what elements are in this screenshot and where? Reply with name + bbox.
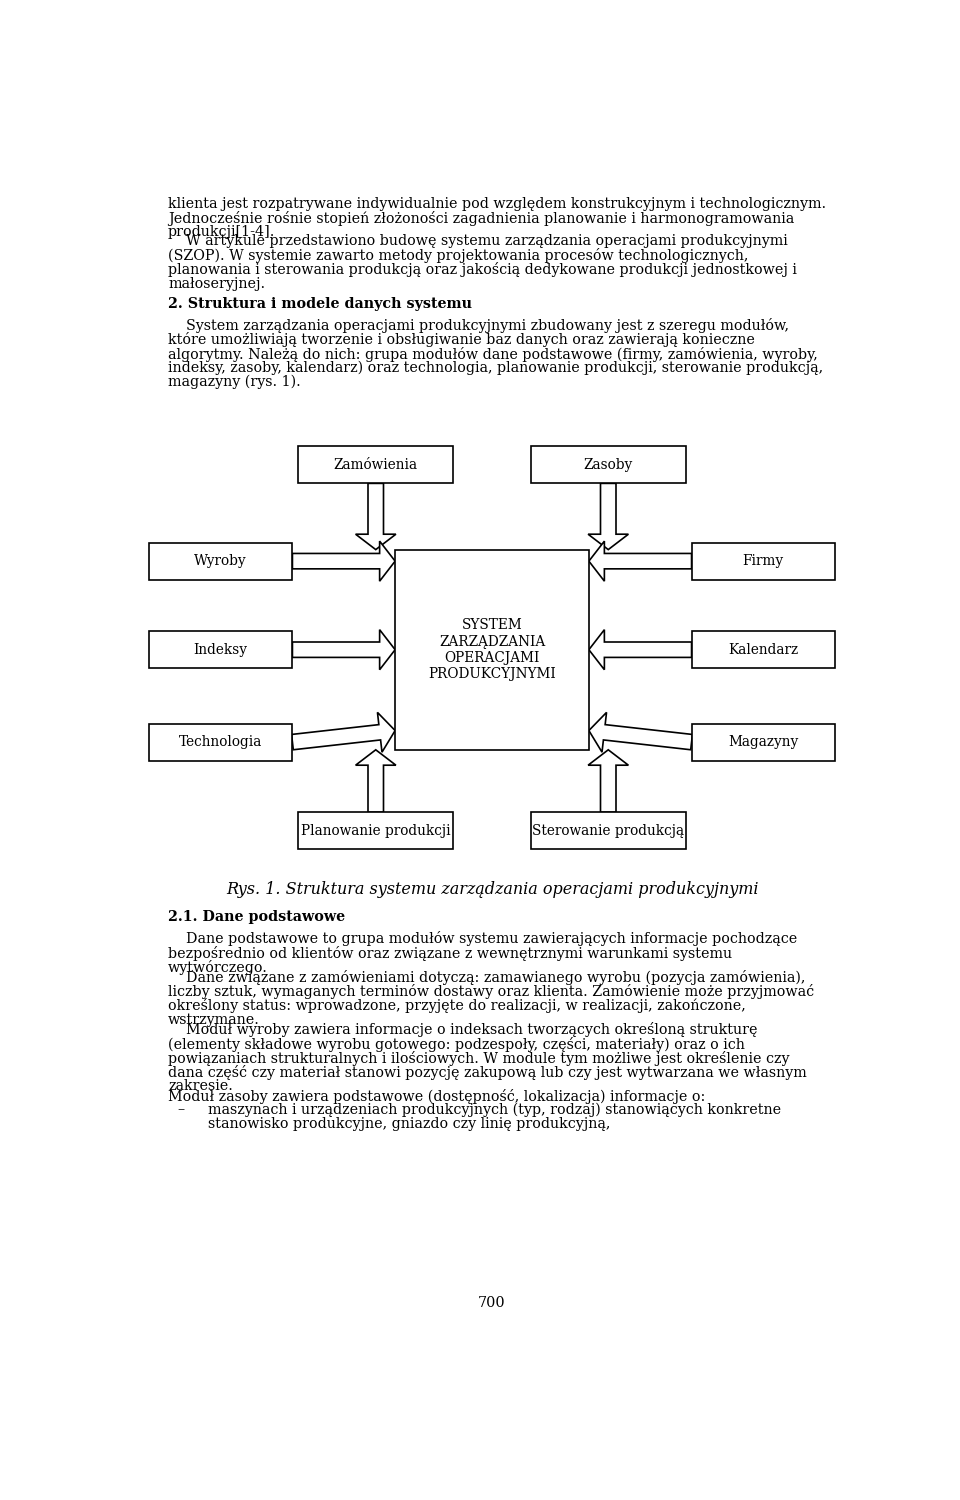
Text: zakresie.: zakresie.: [168, 1080, 233, 1094]
Bar: [299, 812, 453, 849]
Text: wytwórczego.: wytwórczego.: [168, 960, 268, 975]
Text: małoseryjnej.: małoseryjnej.: [168, 276, 265, 291]
Polygon shape: [588, 483, 629, 549]
Text: Moduł zasoby zawiera podstawowe (dostępność, lokalizacja) informacje o:: Moduł zasoby zawiera podstawowe (dostępn…: [168, 1089, 706, 1104]
Bar: [149, 632, 293, 668]
Bar: [149, 543, 293, 579]
Text: klienta jest rozpatrywane indywidualnie pod względem konstrukcyjnym i technologi: klienta jest rozpatrywane indywidualnie …: [168, 196, 827, 211]
Text: liczby sztuk, wymaganych terminów dostawy oraz klienta. Zamówienie może przyjmow: liczby sztuk, wymaganych terminów dostaw…: [168, 984, 814, 999]
Text: Indeksy: Indeksy: [194, 642, 248, 657]
Bar: [691, 543, 835, 579]
Polygon shape: [292, 712, 396, 752]
Text: indeksy, zasoby, kalendarz) oraz technologia, planowanie produkcji, sterowanie p: indeksy, zasoby, kalendarz) oraz technol…: [168, 362, 823, 375]
Polygon shape: [355, 483, 396, 549]
Text: (SZOP). W systemie zawarto metody projektowania procesów technologicznych,: (SZOP). W systemie zawarto metody projek…: [168, 248, 749, 262]
Polygon shape: [293, 630, 396, 669]
Text: Dane podstawowe to grupa modułów systemu zawierających informacje pochodzące: Dane podstawowe to grupa modułów systemu…: [168, 932, 798, 946]
Text: 2. Struktura i modele danych systemu: 2. Struktura i modele danych systemu: [168, 297, 472, 310]
Text: 700: 700: [478, 1296, 506, 1311]
Bar: [691, 632, 835, 668]
Text: które umożliwiają tworzenie i obsługiwanie baz danych oraz zawierają konieczne: które umożliwiają tworzenie i obsługiwan…: [168, 333, 755, 348]
Bar: [691, 723, 835, 760]
Text: Technologia: Technologia: [180, 735, 262, 748]
Polygon shape: [588, 712, 692, 752]
Text: Zamówienia: Zamówienia: [334, 458, 418, 472]
Text: Rys. 1. Struktura systemu zarządzania operacjami produkcyjnymi: Rys. 1. Struktura systemu zarządzania op…: [226, 880, 758, 897]
Text: Kalendarz: Kalendarz: [729, 642, 799, 657]
Polygon shape: [588, 630, 691, 669]
Text: System zarządzania operacjami produkcyjnymi zbudowany jest z szeregu modułów,: System zarządzania operacjami produkcyjn…: [168, 318, 789, 333]
Text: Magazyny: Magazyny: [728, 735, 799, 748]
Text: W artykule przedstawiono budowę systemu zarządzania operacjami produkcyjnymi: W artykule przedstawiono budowę systemu …: [168, 234, 788, 248]
Bar: [396, 549, 588, 750]
Text: Planowanie produkcji: Planowanie produkcji: [300, 824, 450, 837]
Text: SYSTEM
ZARZĄDZANIA
OPERACJAMI
PRODUKCYJNYMI: SYSTEM ZARZĄDZANIA OPERACJAMI PRODUKCYJN…: [428, 618, 556, 681]
Polygon shape: [588, 542, 691, 580]
Text: Dane związane z zamówieniami dotyczą: zamawianego wyrobu (pozycja zamówienia),: Dane związane z zamówieniami dotyczą: za…: [168, 970, 805, 986]
Text: Moduł wyroby zawiera informacje o indeksach tworzących określoną strukturę: Moduł wyroby zawiera informacje o indeks…: [168, 1023, 757, 1038]
Text: maszynach i urządzeniach produkcyjnych (typ, rodzaj) stanowiących konkretne: maszynach i urządzeniach produkcyjnych (…: [208, 1102, 781, 1116]
Bar: [531, 812, 685, 849]
Text: wstrzymane.: wstrzymane.: [168, 1013, 260, 1026]
Polygon shape: [588, 750, 629, 812]
Text: bezpośrednio od klientów oraz związane z wewnętrznymi warunkami systemu: bezpośrednio od klientów oraz związane z…: [168, 945, 732, 960]
Bar: [531, 447, 685, 483]
Text: algorytmy. Należą do nich: grupa modułów dane podstawowe (firmy, zamówienia, wyr: algorytmy. Należą do nich: grupa modułów…: [168, 346, 818, 362]
Text: magazyny (rys. 1).: magazyny (rys. 1).: [168, 375, 300, 390]
Bar: [149, 723, 293, 760]
Polygon shape: [355, 750, 396, 812]
Text: określony status: wprowadzone, przyjęte do realizacji, w realizacji, zakończone,: określony status: wprowadzone, przyjęte …: [168, 999, 746, 1014]
Text: Wyroby: Wyroby: [195, 554, 247, 568]
Text: powiązaniach strukturalnych i ilościowych. W module tym możliwe jest określenie : powiązaniach strukturalnych i ilościowyc…: [168, 1052, 789, 1066]
Text: Zasoby: Zasoby: [584, 458, 633, 472]
Text: 2.1. Dane podstawowe: 2.1. Dane podstawowe: [168, 910, 346, 924]
Text: planowania i sterowania produkcją oraz jakością dedykowane produkcji jednostkowe: planowania i sterowania produkcją oraz j…: [168, 262, 797, 278]
Text: produkcji[1-4].: produkcji[1-4].: [168, 225, 276, 240]
Text: –: –: [178, 1102, 184, 1116]
Text: Sterowanie produkcją: Sterowanie produkcją: [532, 824, 684, 837]
Polygon shape: [293, 542, 396, 580]
Text: stanowisko produkcyjne, gniazdo czy linię produkcyjną,: stanowisko produkcyjne, gniazdo czy lini…: [208, 1116, 611, 1131]
Bar: [299, 447, 453, 483]
Text: dana część czy materiał stanowi pozycję zakupową lub czy jest wytwarzana we włas: dana część czy materiał stanowi pozycję …: [168, 1065, 806, 1080]
Text: Firmy: Firmy: [743, 554, 783, 568]
Text: Jednocześnie rośnie stopień złożoności zagadnienia planowanie i harmonogramowani: Jednocześnie rośnie stopień złożoności z…: [168, 211, 794, 226]
Text: (elementy składowe wyrobu gotowego: podzespoły, części, materiały) oraz o ich: (elementy składowe wyrobu gotowego: podz…: [168, 1036, 745, 1052]
